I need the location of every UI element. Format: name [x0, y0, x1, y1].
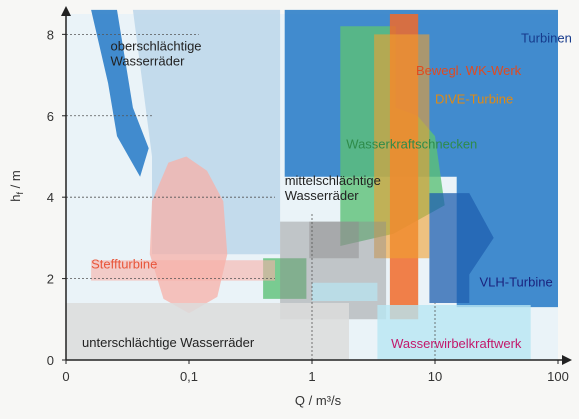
reference-lines: [66, 33, 436, 360]
region-label-5: Steffturbine: [91, 256, 157, 271]
x-axis-arrow: [562, 355, 572, 365]
x-tick-label-3: 10: [428, 369, 442, 384]
region-9-0: [377, 305, 531, 360]
y-axis-label-subscript: f: [15, 191, 25, 194]
region-8-0: [429, 193, 494, 303]
y-tick-label-0: 0: [47, 353, 54, 368]
region-label-1: oberschlächtige Wasserräder: [110, 39, 201, 69]
x-tick-label-1: 0,1: [180, 369, 198, 384]
region-label-2-line-0: Wasserkraftschnecken: [346, 136, 477, 151]
region-4-0: [374, 34, 430, 259]
y-tick-label-1: 2: [47, 272, 54, 287]
region-label-4-line-0: DIVE-Turbine: [435, 92, 513, 107]
region-label-0-line-0: Turbinen: [521, 30, 572, 45]
region-label-4: DIVE-Turbine: [435, 92, 513, 107]
region-label-0: Turbinen: [521, 30, 572, 45]
region-label-6: mittelschlächtige Wasserräder: [285, 173, 381, 203]
region-7-0: [66, 303, 349, 360]
y-tick-label-3: 6: [47, 109, 54, 124]
region-label-1-line-0: oberschlächtige: [110, 39, 201, 54]
region-9-1: [312, 282, 378, 301]
region-label-9-line-0: Wasserwirbelkraftwerk: [391, 336, 522, 351]
region-label-7: unterschlächtige Wasserräder: [82, 335, 255, 350]
regions: [66, 9, 558, 360]
y-axis-arrow: [61, 6, 71, 16]
axes: [61, 6, 572, 365]
y-tick-label-4: 8: [47, 27, 54, 42]
region-label-3: Bewegl. WK-Werk: [416, 63, 522, 78]
region-label-9: Wasserwirbelkraftwerk: [391, 336, 522, 351]
region-6-1: [309, 221, 359, 259]
region-label-6-line-0: mittelschlächtige: [285, 173, 381, 188]
region-label-3-line-0: Bewegl. WK-Werk: [416, 63, 522, 78]
y-axis-label: hf / m: [8, 170, 25, 201]
ticks: 0 0,1 1 10 100 0 2 4 6 8: [47, 27, 569, 384]
region-label-5-line-0: Steffturbine: [91, 256, 157, 271]
region-label-2: Wasserkraftschnecken: [346, 136, 477, 151]
x-tick-label-0: 0: [62, 369, 69, 384]
region-label-8-line-0: VLH-Turbine: [479, 275, 552, 290]
x-tick-label-4: 100: [547, 369, 569, 384]
x-tick-label-2: 1: [308, 369, 315, 384]
y-axis-label-unit: / m: [8, 170, 23, 192]
region-5-1: [91, 260, 275, 281]
region-label-8: VLH-Turbine: [479, 275, 552, 290]
region-label-7-line-0: unterschlächtige Wasserräder: [82, 335, 255, 350]
x-axis-label: Q / m³/s: [295, 393, 342, 408]
y-axis-label-symbol: h: [8, 194, 23, 201]
region-label-1-line-1: Wasserräder: [110, 54, 185, 69]
region-0-0: [91, 9, 149, 177]
y-tick-label-2: 4: [47, 190, 54, 205]
region-label-6-line-1: Wasserräder: [285, 188, 360, 203]
